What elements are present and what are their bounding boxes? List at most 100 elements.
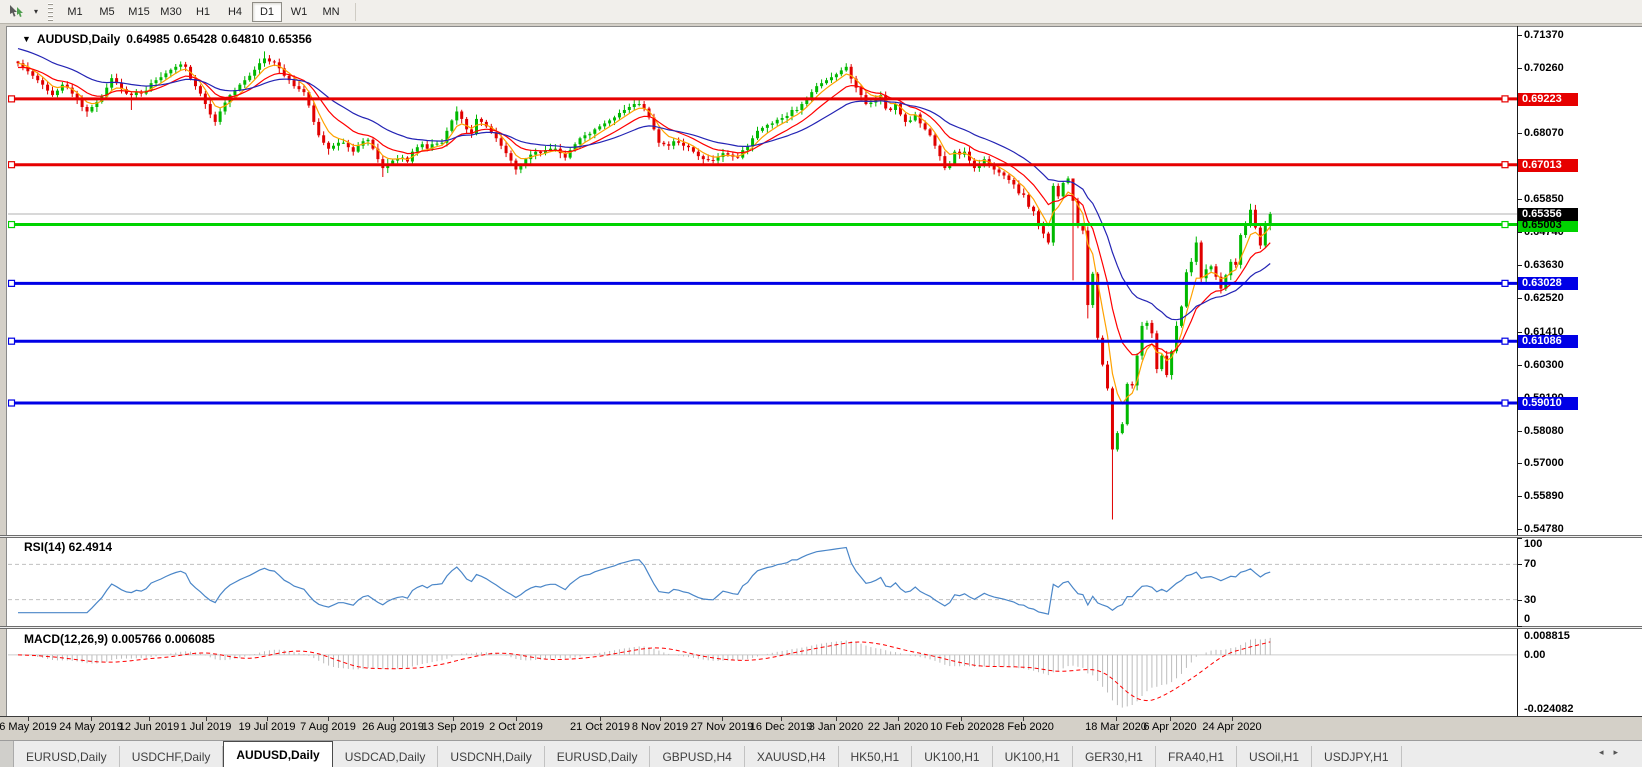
chart-tab-xauusd-h4[interactable]: XAUUSD,H4 xyxy=(745,746,839,767)
date-tick-mark xyxy=(28,716,29,721)
price-axis-border xyxy=(1517,26,1518,716)
timeframe-button-M30[interactable]: M30 xyxy=(160,5,182,18)
chart-plot[interactable] xyxy=(8,28,1517,716)
date-label: 13 Sep 2019 xyxy=(421,721,485,733)
rsi-tick-mark xyxy=(1517,599,1522,601)
date-label: 7 Aug 2019 xyxy=(300,721,356,733)
price-tick-label: 0.55890 xyxy=(1524,489,1564,502)
chart-tab-fra40-h1[interactable]: FRA40,H1 xyxy=(1156,746,1238,767)
level-line-0.69223[interactable] xyxy=(8,95,1517,103)
level-line-0.67013[interactable] xyxy=(8,161,1517,169)
macd-scale-label: 0.00 xyxy=(1524,648,1546,661)
level-price-tag: 0.69223 xyxy=(1518,92,1578,106)
moving-average-2 xyxy=(17,48,1271,321)
price-tick-label: 0.58080 xyxy=(1524,424,1564,437)
chart-tab-ger30-h1[interactable]: GER30,H1 xyxy=(1073,746,1156,767)
tab-scroll-arrows[interactable]: ◂▸ xyxy=(1599,747,1628,758)
date-label: 10 Feb 2020 xyxy=(930,721,992,733)
timeframe-button-H4[interactable]: H4 xyxy=(227,5,243,18)
timeframe-button-M5[interactable]: M5 xyxy=(99,5,115,18)
timeframe-button-W1[interactable]: W1 xyxy=(290,5,308,18)
macd-histogram xyxy=(17,637,1271,708)
price-tick-mark xyxy=(1517,495,1522,497)
price-tick-mark xyxy=(1517,462,1522,464)
price-tick-label: 0.60300 xyxy=(1524,358,1564,371)
date-tick-mark xyxy=(393,716,394,721)
chart-tab-uk100-h1[interactable]: UK100,H1 xyxy=(993,746,1073,767)
level-line-0.63028[interactable] xyxy=(8,279,1517,287)
chevron-down-icon[interactable]: ▾ xyxy=(33,7,38,16)
date-axis-border xyxy=(0,716,1642,717)
date-label: 22 Jan 2020 xyxy=(867,721,929,733)
price-tick-mark xyxy=(1517,232,1522,234)
price-tick-label: 0.62520 xyxy=(1524,292,1564,305)
date-label: 12 Jun 2019 xyxy=(118,721,180,733)
timeframe-button-M15[interactable]: M15 xyxy=(128,5,150,18)
macd-signal-line xyxy=(17,641,1271,702)
chart-tab-hk50-h1[interactable]: HK50,H1 xyxy=(839,746,913,767)
scroll-left-icon[interactable]: ◂ xyxy=(1598,747,1614,757)
scroll-right-icon[interactable]: ▸ xyxy=(1613,747,1628,757)
level-line-0.61086[interactable] xyxy=(8,337,1517,345)
price-tick-label: 0.68070 xyxy=(1524,127,1564,140)
date-tick-mark xyxy=(898,716,899,721)
chart-tab-eurusd-daily[interactable]: EURUSD,Daily xyxy=(545,746,651,767)
panel-separator-macd[interactable] xyxy=(0,626,1642,629)
panel-separator-rsi[interactable] xyxy=(0,535,1642,538)
chart-cursor-icon[interactable] xyxy=(4,2,30,22)
date-label: 24 Apr 2020 xyxy=(1202,721,1262,733)
chart-tab-eurusd-daily[interactable]: EURUSD,Daily xyxy=(14,746,120,767)
date-label: 8 Nov 2019 xyxy=(631,721,689,733)
level-line-0.59010[interactable] xyxy=(8,399,1517,407)
price-tick-label: 0.70260 xyxy=(1524,61,1564,74)
level-line-0.65003[interactable] xyxy=(8,220,1517,229)
date-label: 18 Mar 2020 xyxy=(1085,721,1147,733)
date-label: 6 Apr 2020 xyxy=(1143,721,1197,733)
rsi-scale-label: 70 xyxy=(1524,558,1537,571)
collapse-arrow-icon[interactable]: ▼ xyxy=(22,34,31,44)
toolbar-grip[interactable] xyxy=(48,2,53,21)
chart-background xyxy=(6,26,1642,716)
date-tick-mark xyxy=(781,716,782,721)
date-label: 16 Dec 2019 xyxy=(749,721,813,733)
date-tick-mark xyxy=(267,716,268,721)
candlestick-series xyxy=(16,51,1272,520)
level-price-tag: 0.65003 xyxy=(1518,218,1578,232)
date-label: 27 Nov 2019 xyxy=(690,721,754,733)
price-tick-label: 0.71370 xyxy=(1524,28,1564,41)
toolbar: ▾ M1 M5 M15 M30 H1 H4 D1 W1 MN xyxy=(0,0,1642,24)
price-tick-mark xyxy=(1517,265,1522,267)
date-tick-mark xyxy=(453,716,454,721)
timeframe-button-MN[interactable]: MN xyxy=(322,5,340,18)
level-price-tag: 0.63028 xyxy=(1518,277,1578,291)
chart-tab-usdchf-daily[interactable]: USDCHF,Daily xyxy=(120,746,224,767)
chart-tab-gbpusd-h4[interactable]: GBPUSD,H4 xyxy=(650,746,745,767)
timeframe-button-H1[interactable]: H1 xyxy=(195,5,211,18)
chart-tab-uk100-h1[interactable]: UK100,H1 xyxy=(912,746,993,767)
rsi-line xyxy=(18,546,1271,615)
price-tick-mark xyxy=(1517,199,1522,201)
chart-tab-usoil-h1[interactable]: USOil,H1 xyxy=(1237,746,1313,767)
rsi-tick-mark xyxy=(1517,564,1522,566)
timeframe-button-M1[interactable]: M1 xyxy=(67,5,83,18)
rsi-label: RSI(14) 62.4914 xyxy=(24,540,113,554)
chart-title: ▼ AUDUSD,Daily 0.64985 0.65428 0.64810 0… xyxy=(22,32,312,46)
date-tick-mark xyxy=(722,716,723,721)
date-label: 19 Jul 2019 xyxy=(238,721,296,733)
date-tick-mark xyxy=(836,716,837,721)
price-tick-label: 0.63630 xyxy=(1524,259,1564,272)
chart-tab-audusd-daily[interactable]: AUDUSD,Daily xyxy=(223,741,333,767)
timeframe-button-D1[interactable]: D1 xyxy=(252,1,282,22)
date-tick-mark xyxy=(1170,716,1171,721)
macd-scale-label: 0.008815 xyxy=(1524,630,1570,642)
moving-average-1 xyxy=(17,66,1271,356)
date-tick-mark xyxy=(1023,716,1024,721)
chart-tab-usdcnh-daily[interactable]: USDCNH,Daily xyxy=(438,746,545,767)
chart-tab-usdjpy-h1[interactable]: USDJPY,H1 xyxy=(1312,746,1402,767)
price-tick-label: 0.54780 xyxy=(1524,522,1564,535)
tab-bar-corner xyxy=(0,741,14,767)
price-tick-label: 0.61410 xyxy=(1524,325,1564,338)
chart-tab-usdcad-daily[interactable]: USDCAD,Daily xyxy=(333,746,439,767)
date-tick-mark xyxy=(660,716,661,721)
level-price-tag: 0.59010 xyxy=(1518,397,1578,411)
